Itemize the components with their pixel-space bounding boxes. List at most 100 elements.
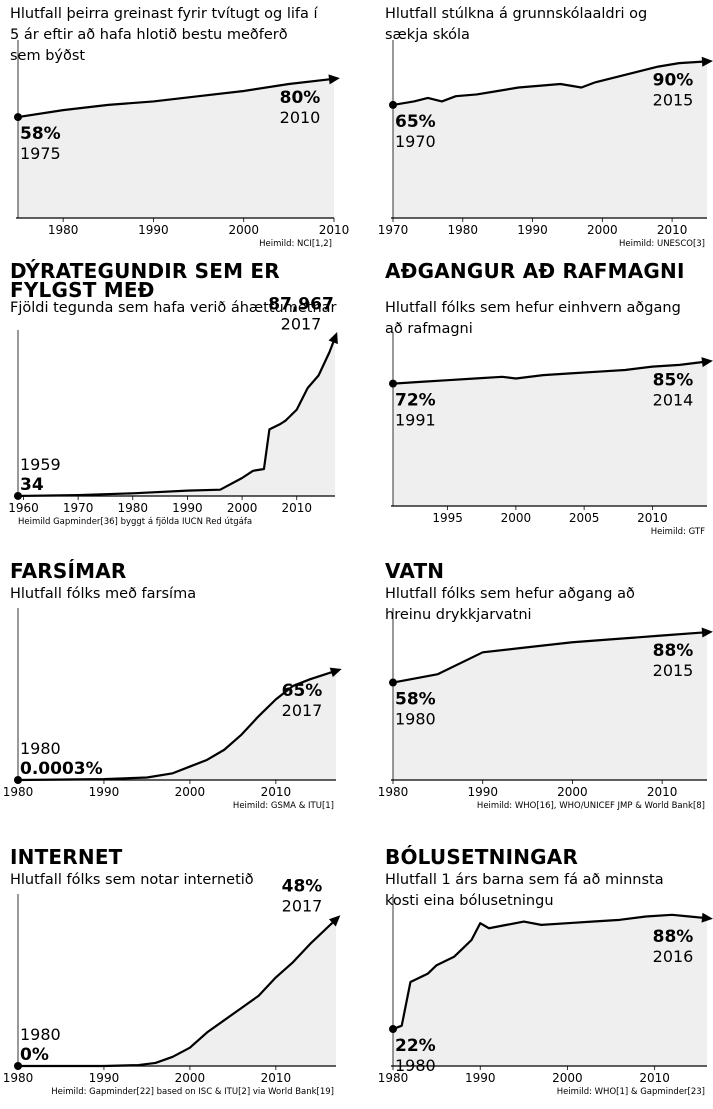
end-arrow bbox=[329, 667, 342, 678]
chart-svg: 1980 1990 2000 2010 Heimild: WHO[1] & Gapmin… bbox=[378, 894, 713, 1097]
x-tick-label: 2010 bbox=[637, 511, 668, 525]
x-tick-label: 1980 bbox=[448, 223, 479, 237]
start-year-label: 1959 bbox=[20, 455, 61, 474]
chart-title-line: VATN bbox=[385, 559, 445, 583]
end-arrow bbox=[701, 627, 713, 638]
x-tick-label: 2010 bbox=[319, 223, 350, 237]
area-fill bbox=[393, 632, 707, 780]
start-year-label: 1980 bbox=[395, 1056, 436, 1075]
x-tick-label: 1970 bbox=[63, 501, 94, 515]
end-year-label: 2016 bbox=[653, 947, 694, 966]
area-fill bbox=[18, 919, 336, 1066]
x-tick-label: 1990 bbox=[517, 223, 548, 237]
chart-panel-6: INTERNET Hlutfall fólks sem notar interne… bbox=[3, 842, 350, 1104]
start-year-label: 1980 bbox=[20, 1025, 61, 1044]
x-tick-label: 2000 bbox=[175, 1071, 206, 1085]
end-arrow bbox=[328, 332, 338, 345]
chart-title-line: DÝRATEGUNDIR SEM ER bbox=[10, 259, 280, 283]
chart-title: INTERNET bbox=[10, 845, 123, 869]
chart-subtitle-line: Hlutfall 1 árs barna sem fá að minnsta bbox=[385, 872, 664, 888]
chart-subtitle: Fjöldi tegunda sem hafa verið áhættumetn… bbox=[10, 298, 337, 319]
end-value-label: 80% bbox=[280, 88, 321, 108]
end-value-label: 88% bbox=[653, 641, 694, 661]
x-tick-label: 2000 bbox=[175, 785, 206, 799]
chart-svg: 1995 2000 2005 2010 Heimild: GTF 72%1991 85%20… bbox=[389, 332, 713, 537]
chart-title: VATN bbox=[385, 559, 445, 583]
chart-svg: 1960 1970 1980 1990 2000 2010 Heimild Gapminde… bbox=[8, 295, 338, 527]
source-note: Heimild: UNESCO[3] bbox=[619, 239, 705, 249]
end-value-label: 87,967 bbox=[268, 295, 334, 315]
start-value-label: 72% bbox=[395, 391, 436, 411]
chart-subtitle-line: kosti eina bólusetningu bbox=[385, 893, 554, 909]
x-tick-label: 1990 bbox=[465, 1071, 496, 1085]
chart-title: AÐGANGUR AÐ RAFMAGNI bbox=[385, 259, 685, 283]
chart-subtitle-line: Hlutfall stúlkna á grunnskólaaldri og bbox=[385, 6, 648, 22]
end-year-label: 2010 bbox=[280, 108, 321, 127]
end-arrow bbox=[701, 357, 713, 368]
source-note: Heimild Gapminder[36] byggt á fjölda IUC… bbox=[18, 517, 252, 527]
x-tick-label: 2005 bbox=[569, 511, 600, 525]
chart-subtitle: Hlutfall stúlkna á grunnskólaaldri og sæk… bbox=[385, 4, 647, 46]
series-line bbox=[392, 913, 708, 1031]
x-tick-label: 2010 bbox=[261, 1071, 292, 1085]
start-point bbox=[14, 113, 22, 122]
x-tick-label: 2000 bbox=[228, 223, 259, 237]
series-line bbox=[18, 918, 337, 1068]
chart-subtitle: Hlutfall þeirra greinast fyrir tvítugt o… bbox=[10, 4, 318, 67]
x-tick-label: 2010 bbox=[261, 785, 292, 799]
chart-panel-7: BÓLUSETNINGAR Hlutfall 1 árs barna sem fá… bbox=[378, 842, 713, 1104]
end-year-label: 2017 bbox=[282, 896, 323, 915]
x-tick-label: 2000 bbox=[501, 511, 532, 525]
start-point bbox=[389, 379, 397, 388]
area-fill bbox=[18, 670, 336, 780]
start-point bbox=[14, 1062, 22, 1070]
chart-title-line: AÐGANGUR AÐ RAFMAGNI bbox=[385, 259, 685, 283]
x-tick-label: 1980 bbox=[378, 1071, 409, 1085]
start-point bbox=[389, 1025, 397, 1034]
chart-subtitle-line: Hlutfall þeirra greinast fyrir tvítugt o… bbox=[10, 6, 318, 22]
series-line bbox=[17, 337, 337, 498]
x-tick-label: 2000 bbox=[227, 501, 258, 515]
end-value-label: 90% bbox=[653, 70, 694, 90]
chart-title-line: BÓLUSETNINGAR bbox=[385, 845, 579, 869]
chart-subtitle-line: sækja skóla bbox=[385, 27, 470, 43]
chart-subtitle-line: Hlutfall fólks sem hefur einhvern aðgang bbox=[385, 300, 681, 316]
end-arrow bbox=[701, 56, 713, 67]
x-tick-label: 1980 bbox=[3, 785, 34, 799]
chart-subtitle: Hlutfall fólks sem hefur einhvern aðgang… bbox=[385, 298, 681, 340]
source-note: Heimild: WHO[16], WHO/UNICEF JMP & World… bbox=[477, 801, 705, 811]
chart-svg: 1970 1980 1990 2000 2010 Heimild: UNESCO[3] 65… bbox=[378, 40, 713, 249]
start-value-label: 22% bbox=[395, 1036, 436, 1056]
chart-svg: 1980 1990 2000 2010 Heimild: Gapminder[22] b… bbox=[3, 876, 341, 1097]
chart-panel-3: AÐGANGUR AÐ RAFMAGNI Hlutfall fólks sem h… bbox=[385, 259, 713, 537]
start-value-label: 0% bbox=[20, 1045, 49, 1065]
end-value-label: 88% bbox=[653, 927, 694, 947]
x-tick-label: 2010 bbox=[647, 785, 678, 799]
x-tick-label: 2000 bbox=[552, 1071, 583, 1085]
source-note: Heimild: Gapminder[22] based on ISC & IT… bbox=[51, 1087, 334, 1097]
x-tick-label: 1990 bbox=[467, 785, 498, 799]
chart-title-line: FARSÍMAR bbox=[10, 559, 127, 583]
chart-subtitle: Hlutfall 1 árs barna sem fá að minnsta ko… bbox=[385, 870, 664, 912]
end-value-label: 65% bbox=[282, 681, 323, 701]
chart-svg: 1980 1990 2000 2010 Heimild: WHO[16], WHO/UN… bbox=[378, 608, 713, 811]
start-value-label: 34 bbox=[20, 475, 44, 495]
chart-subtitle-line: Hlutfall fólks sem notar internetið bbox=[10, 872, 254, 888]
chart-title-line: INTERNET bbox=[10, 845, 123, 869]
chart-panel-0: Hlutfall þeirra greinast fyrir tvítugt o… bbox=[10, 0, 350, 262]
area-fill bbox=[393, 914, 707, 1066]
series-line bbox=[17, 669, 337, 782]
start-point bbox=[14, 775, 22, 784]
x-tick-label: 2000 bbox=[557, 785, 588, 799]
chart-panel-1: Hlutfall stúlkna á grunnskólaaldri og sæk… bbox=[378, 0, 713, 262]
chart-panel-2: DÝRATEGUNDIR SEM ER FYLGST MEÐ Fjöldi tegu… bbox=[8, 259, 350, 527]
end-year-label: 2015 bbox=[653, 661, 694, 680]
end-year-label: 2017 bbox=[282, 701, 323, 720]
chart-subtitle-line: Fjöldi tegunda sem hafa verið áhættumetn… bbox=[10, 300, 337, 316]
chart-title-line: FYLGST MEÐ bbox=[10, 278, 155, 302]
x-tick-label: 1990 bbox=[89, 1071, 120, 1085]
x-tick-label: 2010 bbox=[639, 1071, 670, 1085]
start-point bbox=[14, 491, 22, 500]
x-tick-label: 1960 bbox=[8, 501, 39, 515]
end-year-label: 2015 bbox=[653, 90, 694, 109]
